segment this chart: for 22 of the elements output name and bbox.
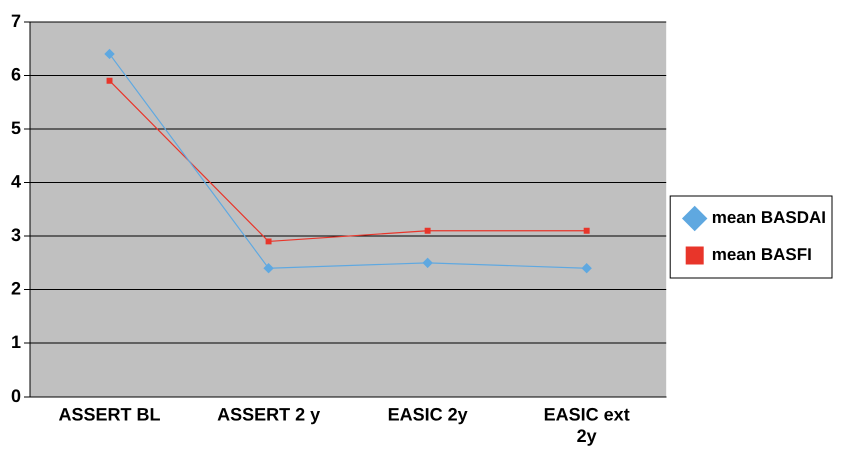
x-tick-label: ASSERT 2 y [217, 404, 320, 425]
point [582, 263, 592, 274]
legend-label: mean BASFI [712, 245, 812, 264]
point [104, 48, 115, 59]
point [264, 263, 274, 274]
y-tick-label: 7 [10, 10, 22, 31]
y-tick-label: 2 [10, 278, 22, 299]
point [106, 78, 113, 84]
y-tick-label: 4 [10, 171, 22, 192]
point [422, 258, 433, 268]
x-tick-label: EASIC ext 2y [544, 404, 630, 446]
y-tick-label: 6 [10, 64, 22, 84]
x-tick-label: ASSERT BL [58, 404, 161, 425]
y-tick-label: 3 [10, 225, 22, 246]
y-tick-label: 1 [10, 332, 22, 352]
y-tick-label: 0 [10, 386, 22, 406]
point [584, 228, 590, 234]
point [424, 228, 431, 234]
y-tick-label: 5 [10, 118, 22, 138]
legend-label: mean BASDAI [712, 208, 826, 228]
x-tick-label: EASIC 2y [388, 404, 468, 425]
point [266, 238, 272, 244]
